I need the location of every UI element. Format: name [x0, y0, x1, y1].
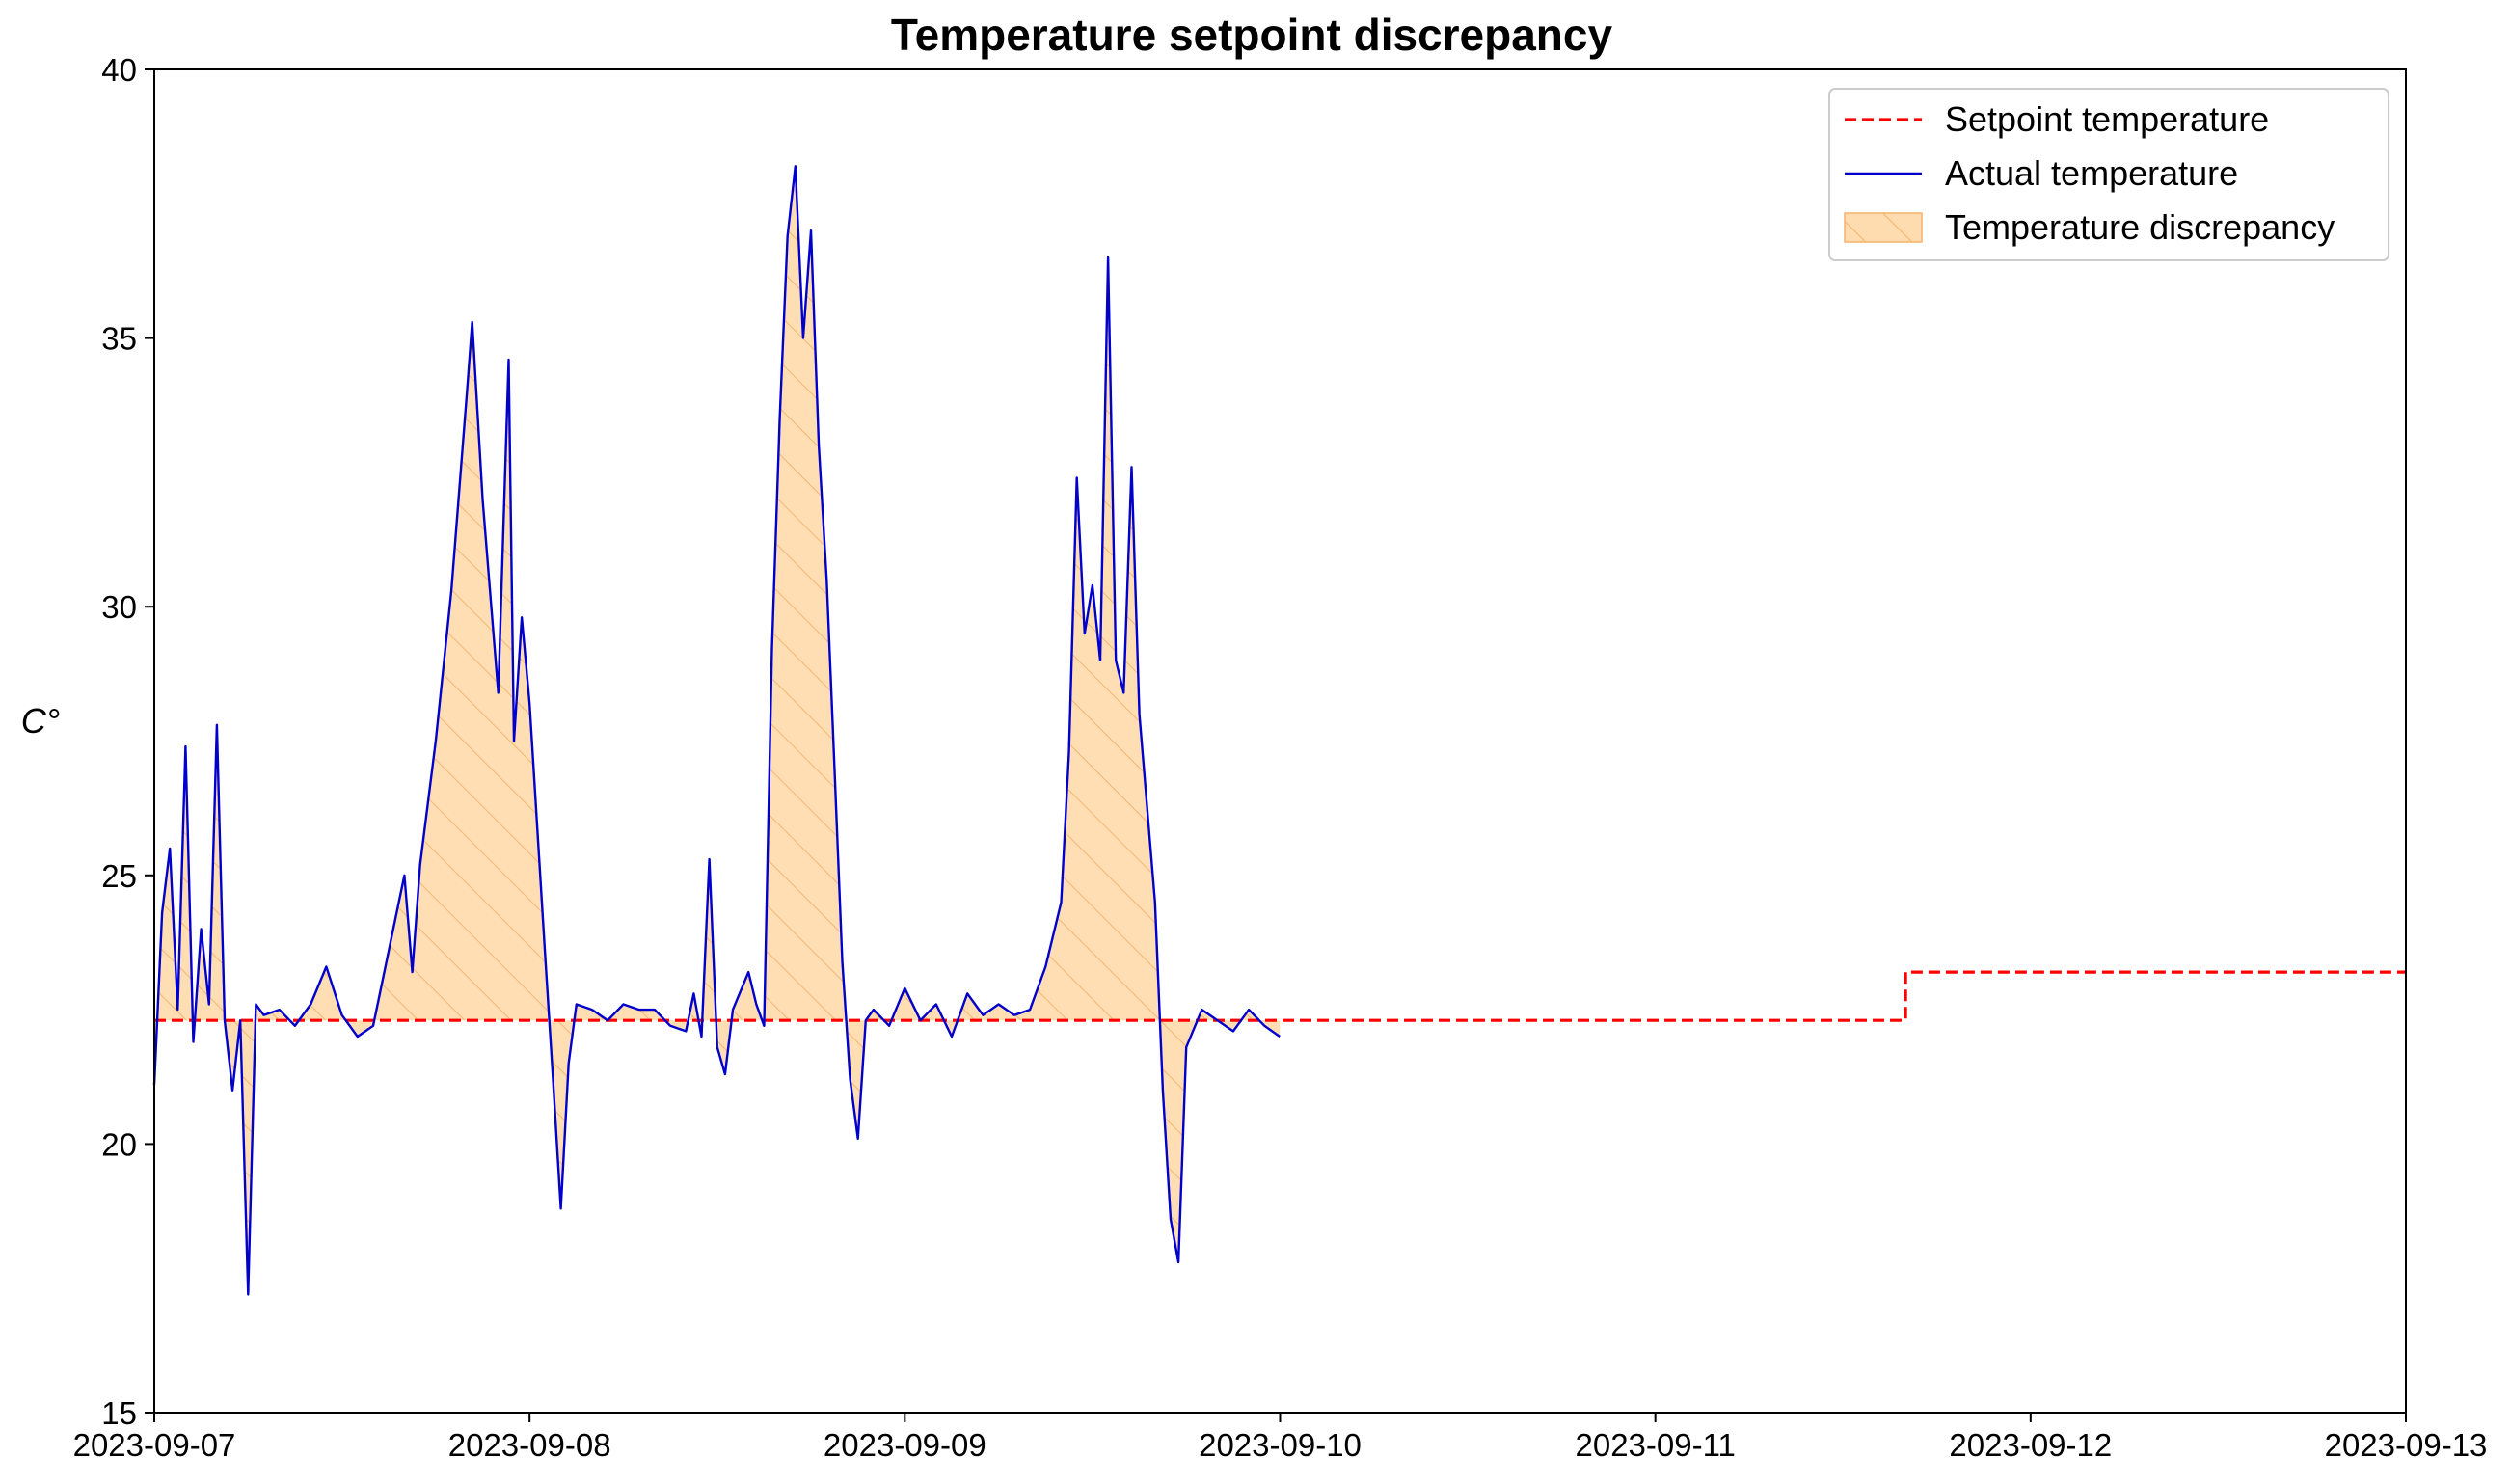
y-tick-label-25: 25 [101, 858, 137, 894]
actual-temperature-line [152, 165, 1281, 1296]
x-tick-label-2023-09-08: 2023-09-08 [448, 1427, 611, 1463]
y-tick-label-20: 20 [101, 1126, 137, 1162]
x-tick-label-2023-09-13: 2023-09-13 [2325, 1427, 2488, 1463]
y-tick-label-30: 30 [101, 589, 137, 625]
x-tick-label-2023-09-12: 2023-09-12 [1949, 1427, 2112, 1463]
y-axis-label: C° [21, 701, 60, 741]
discrepancy-fill [154, 166, 1281, 1295]
legend-label-0: Setpoint temperature [1945, 99, 2269, 139]
legend-swatch-discrepancy [1844, 212, 1923, 243]
legend-label-1: Actual temperature [1945, 153, 2238, 193]
legend-label-2: Temperature discrepancy [1945, 207, 2335, 247]
legend: Setpoint temperature Actual temperature Te… [1828, 88, 2390, 261]
legend-box [1828, 88, 2390, 261]
y-tick-label-35: 35 [101, 321, 137, 357]
chart-title: Temperature setpoint discrepancy [891, 10, 1613, 60]
axes: 15 20 25 30 35 40 2023-09-07 2023-09-08 2023-09-… [73, 52, 2488, 1463]
x-tick-label-2023-09-09: 2023-09-09 [824, 1427, 986, 1463]
x-tick-label-2023-09-10: 2023-09-10 [1199, 1427, 1362, 1463]
setpoint-line [154, 970, 2406, 1022]
y-tick-label-40: 40 [101, 52, 137, 88]
plot-area [152, 165, 2406, 1296]
y-tick-label-15: 15 [101, 1395, 137, 1431]
x-tick-label-2023-09-11: 2023-09-11 [1575, 1427, 1735, 1463]
x-tick-label-2023-09-07: 2023-09-07 [73, 1427, 236, 1463]
